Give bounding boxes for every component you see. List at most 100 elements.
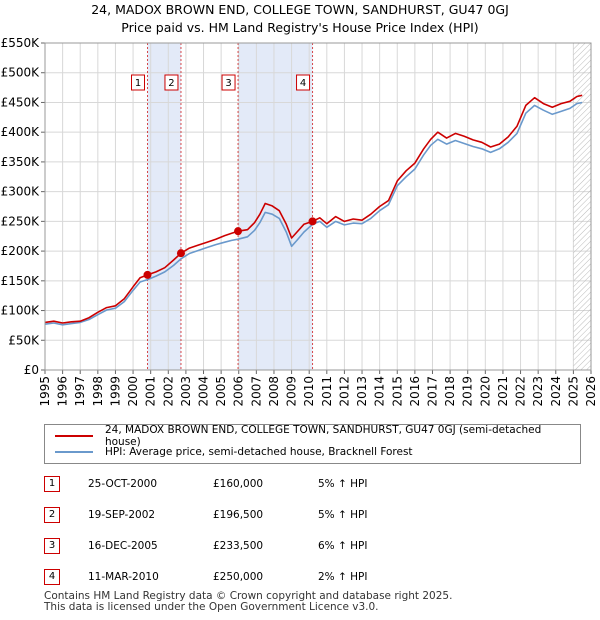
x-tick-label: 2007 — [249, 376, 263, 407]
x-tick-label: 2015 — [390, 376, 404, 407]
sale-label-frame — [164, 74, 179, 91]
sale-label-text: 3 — [225, 78, 231, 89]
grid-lines — [44, 42, 592, 371]
legend-item-property: 24, MADOX BROWN END, COLLEGE TOWN, SANDH… — [55, 424, 580, 448]
sale-label-frame — [296, 74, 311, 91]
footer-attribution: Contains HM Land Registry data © Crown c… — [44, 591, 452, 613]
sale-number-badge: 2 — [44, 507, 60, 523]
sale-number-badge: 3 — [44, 538, 60, 554]
x-tick-label: 1995 — [38, 376, 52, 407]
x-tick-label: 2016 — [408, 376, 422, 407]
sale-shaded-region — [238, 43, 313, 370]
x-tick-label: 2013 — [355, 376, 369, 407]
sale-date: 25-OCT-2000 — [88, 478, 157, 490]
x-tick-label: 2008 — [267, 376, 281, 407]
x-tick-label: 1999 — [108, 376, 122, 407]
y-tick-label: £550K — [1, 36, 41, 50]
legend-label-property: 24, MADOX BROWN END, COLLEGE TOWN, SANDH… — [104, 424, 542, 448]
x-tick-label: 1997 — [73, 376, 87, 407]
legend-item-hpi: HPI: Average price, semi-detached house,… — [55, 444, 413, 460]
sale-label-frame — [131, 74, 146, 91]
legend-swatch-property — [55, 435, 93, 437]
sale-number-badge: 1 — [44, 476, 60, 492]
sale-hpi-change: 5% ↑ HPI — [318, 478, 368, 490]
sale-point — [308, 217, 317, 226]
x-tick-label: 2023 — [531, 376, 545, 407]
x-tick-label: 2011 — [320, 376, 334, 407]
property-series-line — [44, 94, 583, 324]
sale-price: £160,000 — [213, 478, 264, 490]
x-tick-label: 2006 — [232, 376, 246, 407]
sale-hpi-change: 6% ↑ HPI — [318, 540, 368, 552]
y-tick-label: £300K — [1, 185, 41, 199]
y-tick-label: £50K — [8, 333, 40, 347]
plot-frame — [44, 42, 592, 371]
x-tick-label: 2003 — [179, 376, 193, 407]
y-tick-label: £0 — [24, 363, 39, 377]
sale-date: 16-DEC-2005 — [88, 540, 158, 552]
sale-hpi-change: 5% ↑ HPI — [318, 509, 368, 521]
y-tick-label: £400K — [1, 125, 41, 139]
sale-marker-lines — [147, 43, 314, 370]
x-tick-label: 2001 — [144, 376, 158, 407]
sale-points — [143, 217, 317, 279]
y-tick-label: £450K — [1, 95, 41, 109]
forecast-hatch — [573, 43, 591, 370]
sale-label-boxes: 1 2 3 4 — [131, 74, 311, 91]
sale-label-box: 2 — [164, 74, 179, 91]
sale-row: 3 16-DEC-2005 £233,500 6% ↑ HPI — [0, 538, 600, 558]
price-chart: 1 2 3 4 £0 £50K £100K £150K £200K £250K £300K £350… — [1, 36, 598, 407]
x-tick-label: 2002 — [161, 376, 175, 407]
sale-date: 19-SEP-2002 — [88, 509, 156, 521]
y-tick-label: £250K — [1, 214, 41, 228]
sale-label-box: 1 — [131, 74, 146, 91]
sale-shaded-regions — [147, 43, 313, 370]
legend: 24, MADOX BROWN END, COLLEGE TOWN, SANDH… — [44, 424, 581, 464]
sale-label-box: 3 — [221, 74, 236, 91]
x-tick-label: 2018 — [443, 376, 457, 407]
sale-row: 2 19-SEP-2002 £196,500 5% ↑ HPI — [0, 507, 600, 527]
sale-date: 11-MAR-2010 — [88, 571, 159, 583]
x-tick-label: 2009 — [285, 376, 299, 407]
x-tick-label: 2000 — [126, 376, 140, 407]
y-axis-ticks: £0 £50K £100K £150K £200K £250K £300K £350K £400… — [1, 36, 45, 377]
x-tick-label: 2025 — [566, 376, 580, 407]
hpi-series-line — [44, 101, 583, 326]
chart-subtitle: Price paid vs. HM Land Registry's House … — [121, 20, 479, 35]
sale-row: 4 11-MAR-2010 £250,000 2% ↑ HPI — [0, 569, 600, 589]
x-tick-label: 2005 — [214, 376, 228, 407]
sale-label-text: 2 — [168, 78, 174, 89]
footer-line: This data is licensed under the Open Gov… — [44, 601, 379, 613]
sale-price: £196,500 — [213, 509, 264, 521]
sale-shaded-region — [147, 43, 181, 370]
x-tick-label: 2021 — [496, 376, 510, 407]
x-tick-label: 1996 — [56, 376, 70, 407]
x-tick-label: 2017 — [425, 376, 439, 407]
x-tick-label: 2019 — [461, 376, 475, 407]
x-tick-label: 2004 — [197, 376, 211, 407]
x-tick-label: 2010 — [302, 376, 316, 407]
sale-price: £250,000 — [213, 571, 264, 583]
sale-point — [234, 227, 243, 236]
sale-number-badge: 4 — [44, 569, 60, 585]
x-axis-ticks: 1995 1996 1997 1998 1999 2000 2001 2002 2003 2004… — [38, 370, 598, 407]
sale-hpi-change: 2% ↑ HPI — [318, 571, 368, 583]
x-tick-label: 2012 — [337, 376, 351, 407]
x-tick-label: 2024 — [549, 376, 563, 407]
y-tick-label: £200K — [1, 244, 41, 258]
sale-price: £233,500 — [213, 540, 264, 552]
x-tick-label: 1998 — [91, 376, 105, 407]
x-tick-label: 2022 — [514, 376, 528, 407]
footer-line: Contains HM Land Registry data © Crown c… — [44, 590, 453, 602]
legend-label-hpi: HPI: Average price, semi-detached house,… — [105, 446, 413, 458]
y-tick-label: £150K — [1, 274, 41, 288]
y-tick-label: £100K — [1, 304, 41, 318]
y-tick-label: £350K — [1, 155, 41, 169]
y-tick-label: £500K — [1, 66, 41, 80]
forecast-hatch-area — [573, 43, 591, 370]
sale-label-box: 4 — [296, 74, 311, 91]
sale-label-frame — [221, 74, 236, 91]
series-lines — [44, 94, 583, 326]
chart-title: 24, MADOX BROWN END, COLLEGE TOWN, SANDH… — [91, 2, 509, 17]
sale-point — [143, 270, 152, 279]
